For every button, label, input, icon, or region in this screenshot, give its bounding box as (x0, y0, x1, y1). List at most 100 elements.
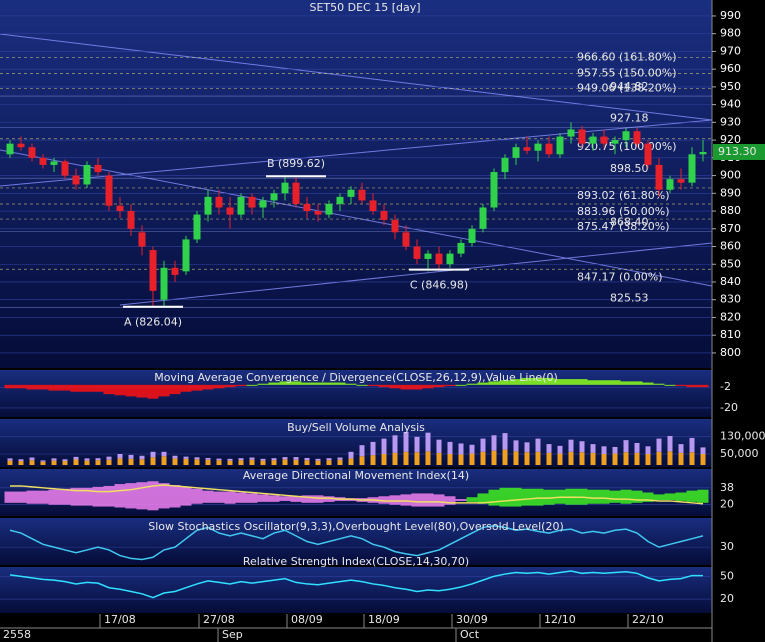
level-label: 898.50 (610, 162, 649, 175)
y-tick-label: 930 (720, 115, 741, 128)
macd-bar (565, 379, 577, 385)
volume-bar (238, 460, 244, 465)
di-spread (4, 491, 16, 503)
macd-bar (323, 382, 335, 385)
macd-bar (81, 384, 93, 392)
y-tick-label: 960 (720, 62, 741, 75)
stochastic-panel (0, 518, 712, 565)
volume-bar (326, 460, 332, 465)
di-spread (103, 485, 115, 507)
x-tick-label: 27/08 (203, 613, 235, 626)
macd-bar (422, 384, 434, 389)
fib-label: 847.17 (0.00%) (577, 270, 663, 283)
di-spread (213, 491, 225, 503)
macd-bar (180, 384, 192, 392)
volume-bar (546, 452, 552, 465)
di-spread (81, 487, 93, 506)
volume-bar (634, 452, 640, 465)
di-spread (697, 489, 709, 503)
candle-body (556, 136, 564, 155)
di-spread (411, 493, 423, 507)
macd-bar (15, 384, 27, 389)
macd-bar (510, 379, 522, 385)
volume-bar (612, 446, 618, 454)
volume-bar (623, 440, 629, 453)
trend-line (0, 149, 713, 287)
candle-body (567, 129, 575, 137)
candle-body (534, 143, 542, 151)
volume-bar (29, 460, 35, 465)
swing-label: A (826.04) (124, 316, 182, 329)
y-tick-label: 880 (720, 204, 741, 217)
macd-bar (224, 384, 236, 388)
volume-bar (315, 458, 321, 461)
di-spread (543, 489, 555, 505)
y-tick-label: 20 (720, 592, 734, 605)
candle-body (237, 196, 245, 215)
volume-bar (282, 457, 288, 460)
volume-bar (667, 435, 673, 452)
volume-bar (700, 454, 706, 465)
macd-bar (246, 384, 258, 386)
di-spread (620, 489, 632, 504)
volume-bar (557, 453, 563, 465)
fib-label: 949.06 (138.20%) (577, 82, 677, 95)
y-tick-label: -2 (720, 380, 731, 393)
chart-title: SET50 DEC 15 [day] (309, 1, 420, 14)
volume-bar (282, 459, 288, 465)
panel-title: Slow Stochastics Oscillator(9,3,3),Overb… (148, 520, 564, 533)
di-spread (587, 489, 599, 504)
volume-bar (601, 454, 607, 465)
macd-bar (455, 384, 467, 386)
volume-bar (370, 441, 376, 456)
volume-bar (304, 457, 310, 461)
volume-bar (161, 451, 167, 457)
volume-bar (139, 459, 145, 465)
candle-body (633, 131, 641, 144)
macd-bar (48, 384, 60, 391)
volume-bar (579, 452, 585, 465)
volume-bar (645, 454, 651, 465)
candle-body (325, 203, 333, 215)
level-label: 825.53 (610, 292, 649, 305)
volume-bar (18, 461, 24, 465)
macd-bar (609, 380, 621, 385)
y-tick-label: -20 (720, 401, 738, 414)
volume-bar (579, 441, 585, 453)
volume-bar (172, 455, 178, 459)
macd-bar (444, 384, 456, 386)
candle-body (699, 151, 707, 155)
volume-bar (227, 460, 233, 465)
volume-bar (348, 451, 354, 459)
di-spread (301, 495, 313, 503)
volume-bar (128, 458, 134, 465)
candle-body (490, 172, 498, 208)
panel-title: Moving Average Convergence / Divergence(… (154, 371, 558, 384)
volume-bar (392, 435, 398, 453)
volume-bar (403, 432, 409, 452)
di-spread (125, 483, 137, 509)
x-tick-label: 08/09 (291, 613, 323, 626)
volume-bar (678, 452, 684, 465)
di-spread (257, 494, 269, 502)
macd-bar (367, 384, 379, 386)
macd-bar (290, 381, 302, 385)
volume-bar (106, 459, 112, 465)
volume-bar (546, 444, 552, 453)
candle-body (94, 164, 102, 173)
di-spread (37, 490, 49, 504)
di-spread (664, 493, 676, 500)
candle-body (677, 179, 685, 183)
candle-body (413, 246, 421, 259)
panel-title: Relative Strength Index(CLOSE,14,30,70) (243, 555, 469, 568)
volume-bar (656, 438, 662, 452)
volume-bar (502, 433, 508, 450)
macd-bar (345, 383, 357, 385)
volume-bar (667, 451, 673, 465)
volume-bar (29, 457, 35, 461)
volume-bar (414, 452, 420, 465)
di-spread (312, 495, 324, 503)
macd-bar (136, 384, 148, 398)
volume-bar (447, 454, 453, 465)
di-spread (510, 487, 522, 507)
